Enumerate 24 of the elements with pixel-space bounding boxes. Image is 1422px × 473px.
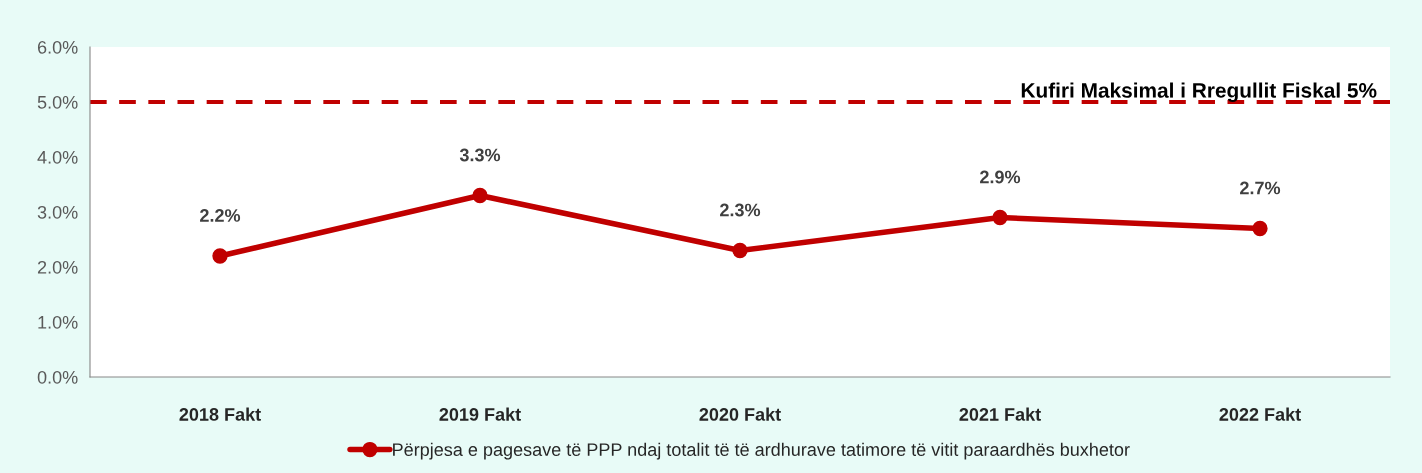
x-tick-label: 2018 Fakt: [179, 407, 261, 421]
text: 2.9%: [980, 170, 1021, 184]
y-tick-label: 5.0%: [37, 95, 78, 109]
x-tick-label: 2019 Fakt: [439, 407, 521, 421]
point: [732, 242, 748, 259]
text: 2.3%: [720, 203, 761, 217]
text: 2.7%: [1240, 181, 1281, 195]
legend-label: Përpjesa e pagesave të PPP ndaj totalit të të ardhurave tatimore të vitit paraardhës buxhetor: [393, 442, 1130, 460]
text: 2.2%: [200, 209, 241, 222]
y-tick-label: 0.0%: [37, 370, 78, 384]
ref-line-label: Kufiri Maksimal i Rregullit Fiskal 5%: [1021, 82, 1377, 102]
point: [472, 187, 488, 204]
x-tick-label: 2020 Fakt: [699, 407, 781, 421]
x-tick-label: 2022 Fakt: [1219, 407, 1301, 421]
y-tick-label: 3.0%: [37, 205, 78, 219]
point: [212, 248, 228, 264]
y-tick-label: 1.0%: [38, 315, 78, 329]
y-tick-label: 4.0%: [37, 150, 78, 164]
x-tick-label: 2021 Fakt: [959, 407, 1041, 421]
y-tick-label: 2.0%: [37, 260, 78, 274]
text: 3.3%: [459, 148, 501, 162]
y-tick-label: 6.0%: [37, 40, 78, 54]
point: [992, 209, 1008, 226]
point: [1252, 220, 1268, 237]
